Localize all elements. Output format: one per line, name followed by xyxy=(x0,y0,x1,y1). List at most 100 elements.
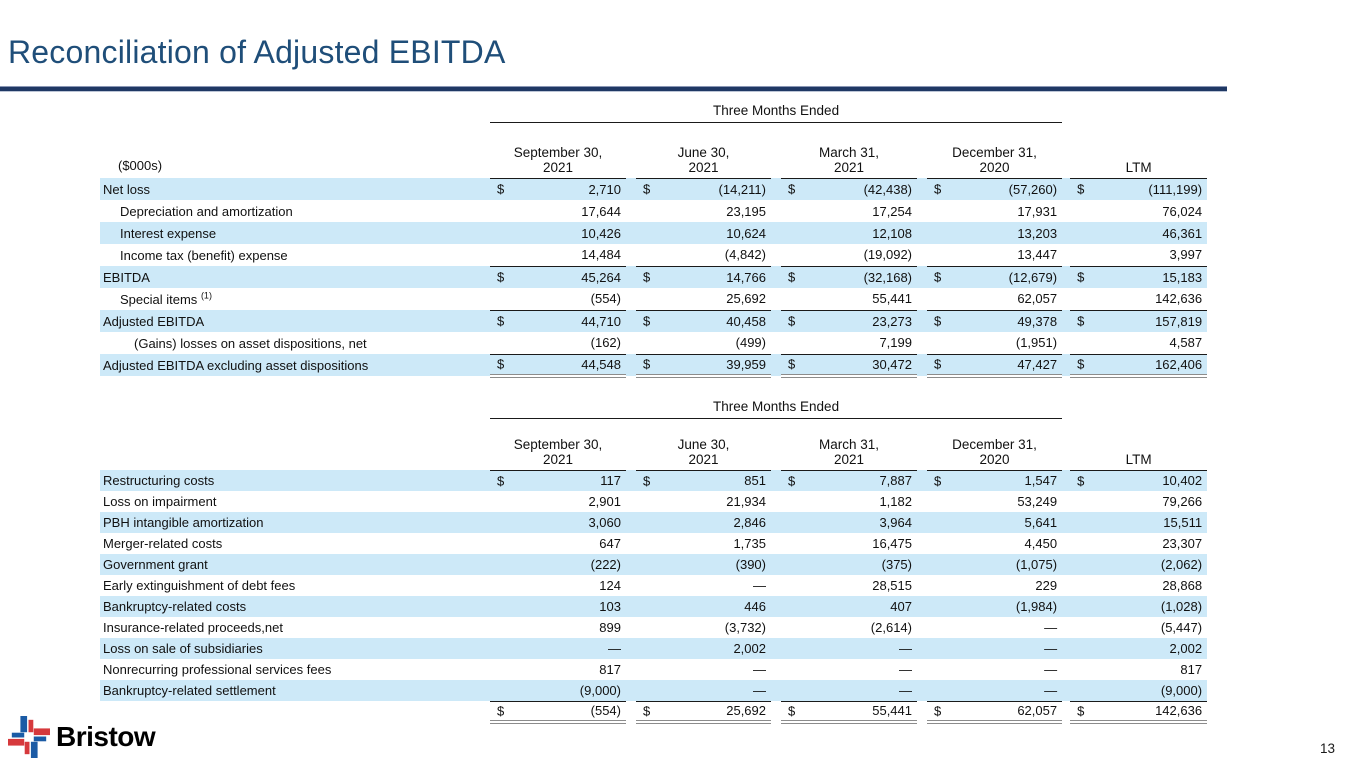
table-row: Loss on impairment 2,901 21,934 1,182 53,249… xyxy=(100,491,1207,512)
table-row: Bankruptcy-related costs 103 446 407 (1,984)… xyxy=(100,596,1208,617)
value: 3,964 xyxy=(879,515,912,530)
row-label-text: Bankruptcy-related costs xyxy=(103,599,247,614)
cell-value: 4,587 xyxy=(1070,332,1208,355)
gap xyxy=(1062,222,1071,244)
value: 5,641 xyxy=(1024,515,1058,530)
cell-value: 3,997 xyxy=(1070,244,1208,267)
gap xyxy=(917,533,927,554)
row-label: Loss on impairment xyxy=(100,491,490,512)
cell-value: 23,195 xyxy=(636,200,771,222)
column-header-line1: June 30, xyxy=(677,436,730,452)
gap xyxy=(1062,178,1071,200)
gap xyxy=(917,680,927,701)
gap xyxy=(626,332,636,354)
column-header: December 31, 2020 xyxy=(927,418,1063,471)
gap xyxy=(917,288,927,310)
cell-value: 13,203 xyxy=(927,222,1063,244)
gap xyxy=(771,638,781,659)
row-label: Restructuring costs xyxy=(100,470,490,491)
gap xyxy=(626,470,636,491)
gap xyxy=(771,575,781,596)
cell-value: 25,692 xyxy=(636,288,771,311)
row-label: Net loss xyxy=(100,178,490,200)
column-header-row: September 30, 2021 June 30, 2021 March 31, 20… xyxy=(100,418,1208,471)
gap xyxy=(771,470,781,491)
gap xyxy=(626,222,636,244)
footnote-ref: (1) xyxy=(200,290,212,301)
row-label-text: Loss on impairment xyxy=(103,494,217,509)
value: 1,182 xyxy=(879,494,912,509)
cell-value: 647 xyxy=(490,533,626,554)
value: 817 xyxy=(599,662,621,677)
column-header-line2: 2021 xyxy=(833,451,865,467)
value: 1,547 xyxy=(1024,473,1058,489)
column-header-line1: March 31, xyxy=(818,144,880,160)
cell-value: $23,273 xyxy=(781,310,917,332)
gap xyxy=(1062,418,1070,470)
dollar-sign: $ xyxy=(497,356,505,372)
column-header: September 30, 2021 xyxy=(490,122,626,179)
gap xyxy=(626,178,636,200)
gap xyxy=(626,680,636,701)
row-label-text: Insurance-related proceeds,net xyxy=(103,620,283,635)
value: (14,211) xyxy=(718,181,766,197)
cell-value: 229 xyxy=(927,575,1062,596)
table-row: Net loss $2,710 $ (14,211) $ (42,438) $ (57,260… xyxy=(100,178,1208,200)
row-label: Nonrecurring professional services fees xyxy=(100,659,490,680)
table-row: Restructuring costs $117 $851 $7,887 $1,547 $… xyxy=(100,470,1208,491)
cell-value: 2,846 xyxy=(636,512,771,533)
cell-value: 10,624 xyxy=(636,222,771,244)
spacer xyxy=(100,390,490,418)
gap xyxy=(771,596,781,617)
cell-value: $14,766 xyxy=(636,266,771,288)
value: 23,307 xyxy=(1162,536,1203,551)
row-label: Bankruptcy-related costs xyxy=(100,596,490,617)
column-header-line1: LTM xyxy=(1125,451,1152,467)
cell-value: $55,441 xyxy=(781,701,917,724)
row-label-text: Government grant xyxy=(103,557,208,572)
cell-value: (162) xyxy=(490,332,626,355)
gap xyxy=(917,638,927,659)
row-label-text: Net loss xyxy=(103,181,150,197)
cell-value: $44,710 xyxy=(490,310,626,332)
gap xyxy=(1062,200,1070,222)
group-header-row: Three Months Ended xyxy=(100,96,1207,123)
value: 55,441 xyxy=(872,703,912,719)
cell-value: 7,199 xyxy=(781,332,917,355)
value: (3,732) xyxy=(724,620,766,635)
gap xyxy=(1062,122,1070,178)
row-label-text: (Gains) losses on asset dispositions, ne… xyxy=(134,335,367,351)
tables-area: Three Months Ended ($000s) September 30, 20… xyxy=(100,96,1208,724)
table-row: Government grant (222) (390) (375) (1,075) (2… xyxy=(100,554,1208,575)
dollar-sign: $ xyxy=(643,473,651,489)
value: 1,735 xyxy=(733,536,766,551)
gap xyxy=(1062,470,1071,491)
value: 14,766 xyxy=(726,269,766,285)
gap xyxy=(771,178,781,200)
group-header: Three Months Ended xyxy=(490,390,1063,419)
value: — xyxy=(1044,641,1058,656)
dollar-sign: $ xyxy=(934,269,942,285)
value: 17,644 xyxy=(581,203,621,219)
cell-value: (4,842) xyxy=(636,244,771,267)
value: 407 xyxy=(890,599,912,614)
cell-value: 79,266 xyxy=(1070,491,1207,512)
cell-value: 899 xyxy=(490,617,626,638)
value: 162,406 xyxy=(1155,356,1203,372)
row-label-text: Nonrecurring professional services fees xyxy=(103,662,332,677)
gap xyxy=(771,354,781,376)
cell-value: (9,000) xyxy=(490,680,626,702)
gap xyxy=(626,418,636,470)
gap xyxy=(1062,617,1070,638)
rotor-icon xyxy=(8,716,50,758)
dollar-sign: $ xyxy=(497,269,505,285)
gap xyxy=(771,617,781,638)
cell-value: (390) xyxy=(636,554,771,575)
dollar-sign: $ xyxy=(934,473,942,489)
table-row: Early extinguishment of debt fees 124 — 28,… xyxy=(100,575,1207,596)
cell-value: $ (57,260) xyxy=(927,178,1063,200)
column-header: LTM xyxy=(1070,122,1208,179)
row-label: Loss on sale of subsidiaries xyxy=(100,638,490,659)
value: (111,199) xyxy=(1148,181,1203,197)
value: — xyxy=(899,641,912,656)
